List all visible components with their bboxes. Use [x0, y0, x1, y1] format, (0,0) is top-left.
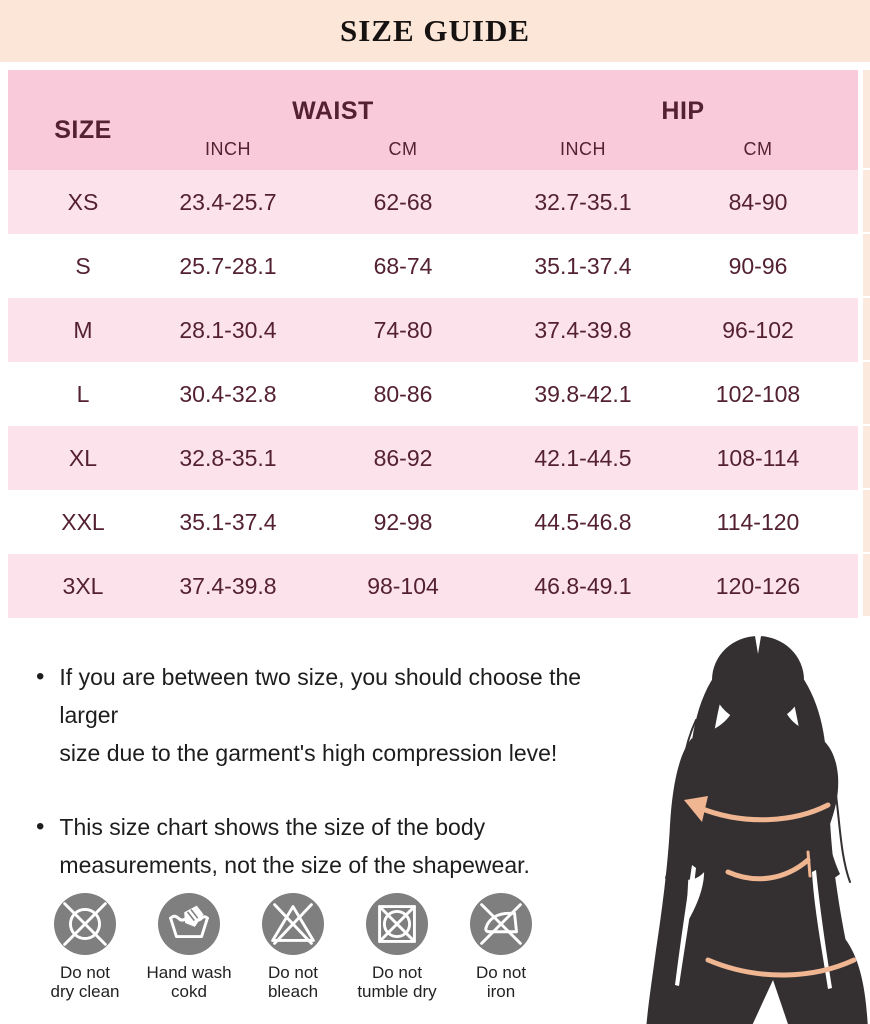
cell-waist-cm: 68-74 [373, 252, 433, 279]
header-waist-inch: INCH [205, 138, 251, 159]
right-edge-strip-segment [863, 362, 870, 424]
care-item-do-not-bleach: Do not bleach [244, 893, 342, 1001]
cell-waist-cm: 86-92 [373, 444, 433, 471]
right-edge-strip-segment [863, 170, 870, 232]
cell-waist-inch: 28.1-30.4 [179, 316, 277, 343]
right-edge-strip-segment [863, 70, 870, 168]
header-size: SIZE [54, 115, 112, 144]
care-icons-row: Do not dry clean Hand wash cokd Do not bleach… [36, 893, 556, 1001]
care-item-label: Do not bleach [267, 963, 319, 1001]
cell-size: XL [68, 444, 98, 471]
cell-waist-cm: 62-68 [373, 188, 433, 215]
cell-waist-cm: 74-80 [373, 316, 433, 343]
care-item-label: Do not tumble dry [357, 963, 437, 1001]
cell-waist-cm: 92-98 [373, 508, 433, 535]
cell-waist-inch: 30.4-32.8 [179, 380, 277, 407]
cell-hip-cm: 120-126 [715, 572, 801, 599]
cell-hip-inch: 44.5-46.8 [534, 508, 632, 535]
care-item-do-not-dry-clean: Do not dry clean [36, 893, 134, 1001]
size-table: SIZE WAIST HIP INCH CM INCH CM XS 23.4-25… [8, 70, 858, 618]
bullet-dot: • [36, 813, 45, 840]
table-row-l: L 30.4-32.8 80-86 39.8-42.1 102-108 [8, 362, 858, 426]
do-not-bleach-icon [262, 893, 324, 955]
waist-line-tick [806, 850, 812, 878]
right-edge-strip [863, 70, 870, 618]
right-edge-strip-segment [863, 234, 870, 296]
note-item: • If you are between two size, you should… [36, 658, 636, 772]
measurement-lines [697, 802, 857, 978]
care-item-label: Hand wash cokd [146, 963, 232, 1001]
cell-size: L [76, 380, 90, 407]
cell-size: M [73, 316, 93, 343]
cell-hip-cm: 114-120 [716, 508, 800, 535]
cell-hip-cm: 102-108 [715, 380, 801, 407]
care-item-hand-wash: Hand wash cokd [140, 893, 238, 1001]
cell-hip-cm: 84-90 [728, 188, 788, 215]
care-item-label: Do not dry clean [50, 963, 120, 1001]
cell-waist-inch: 35.1-37.4 [179, 508, 277, 535]
right-edge-strip-segment [863, 426, 870, 488]
cell-waist-cm: 80-86 [373, 380, 433, 407]
cell-waist-inch: 23.4-25.7 [179, 188, 277, 215]
right-edge-strip-segment [863, 490, 870, 552]
table-row-xl: XL 32.8-35.1 86-92 42.1-44.5 108-114 [8, 426, 858, 490]
cell-hip-inch: 32.7-35.1 [534, 188, 632, 215]
cell-hip-inch: 39.8-42.1 [534, 380, 632, 407]
cell-hip-cm: 96-102 [722, 316, 794, 343]
table-row-m: M 28.1-30.4 74-80 37.4-39.8 96-102 [8, 298, 858, 362]
right-edge-strip-segment [863, 298, 870, 360]
cell-size: 3XL [62, 572, 104, 599]
table-row-s: S 25.7-28.1 68-74 35.1-37.4 90-96 [8, 234, 858, 298]
cell-size: S [75, 252, 91, 279]
table-row-3xl: 3XL 37.4-39.8 98-104 46.8-49.1 120-126 [8, 554, 858, 618]
cell-waist-inch: 25.7-28.1 [179, 252, 277, 279]
waist-line [725, 857, 811, 882]
do-not-iron-icon [470, 893, 532, 955]
note-text: This size chart shows the size of the bo… [59, 814, 530, 878]
cell-size: XXL [61, 508, 105, 535]
table-row-xxl: XXL 35.1-37.4 92-98 44.5-46.8 114-120 [8, 490, 858, 554]
care-item-do-not-iron: Do not iron [452, 893, 550, 1001]
cell-hip-inch: 46.8-49.1 [534, 572, 632, 599]
do-not-tumble-dry-icon [366, 893, 428, 955]
cell-waist-inch: 32.8-35.1 [179, 444, 277, 471]
title-banner: SIZE GUIDE [0, 0, 870, 62]
cell-hip-inch: 35.1-37.4 [534, 252, 632, 279]
hip-line [705, 957, 857, 978]
table-row-xs: XS 23.4-25.7 62-68 32.7-35.1 84-90 [8, 170, 858, 234]
cell-hip-inch: 37.4-39.8 [534, 316, 632, 343]
cell-hip-inch: 42.1-44.5 [534, 444, 632, 471]
cell-waist-cm: 98-104 [367, 572, 439, 599]
note-item: • This size chart shows the size of the b… [36, 808, 636, 884]
care-item-label: Do not iron [475, 963, 527, 1001]
bust-line [697, 802, 831, 823]
header-hip-inch: INCH [560, 138, 606, 159]
bust-line-arrowhead [684, 796, 708, 822]
cell-size: XS [67, 188, 99, 215]
do-not-dry-clean-icon [54, 893, 116, 955]
size-table-header: SIZE WAIST HIP INCH CM INCH CM [8, 70, 858, 170]
notes-list: • If you are between two size, you should… [36, 658, 636, 884]
size-table-body: XS 23.4-25.7 62-68 32.7-35.1 84-90 S 25.7-28.1… [8, 170, 858, 618]
care-item-do-not-tumble-dry: Do not tumble dry [348, 893, 446, 1001]
cell-hip-cm: 108-114 [716, 444, 800, 471]
note-text: If you are between two size, you should … [59, 664, 582, 766]
header-waist: WAIST [292, 97, 374, 125]
right-edge-strip-segment [863, 554, 870, 616]
hand-wash-icon [158, 893, 220, 955]
female-back-silhouette [646, 636, 868, 1024]
header-hip: HIP [661, 97, 705, 125]
header-waist-cm: CM [388, 138, 418, 159]
cell-hip-cm: 90-96 [728, 252, 788, 279]
header-hip-cm: CM [743, 138, 773, 159]
bullet-dot: • [36, 663, 45, 690]
page-title: SIZE GUIDE [339, 13, 531, 48]
cell-waist-inch: 37.4-39.8 [179, 572, 277, 599]
